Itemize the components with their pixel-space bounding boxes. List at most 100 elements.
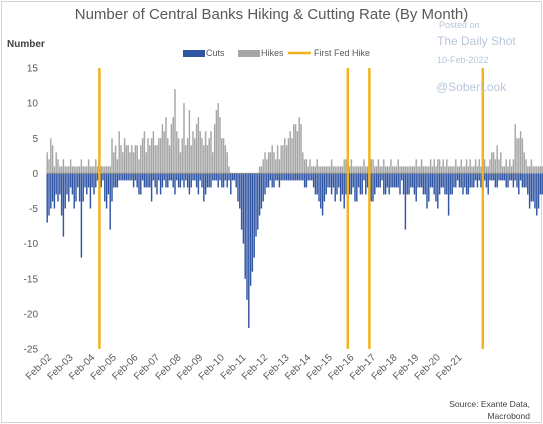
hikes-bar bbox=[51, 145, 54, 174]
hikes-bar bbox=[429, 159, 432, 174]
hikes-bar bbox=[195, 124, 198, 174]
cuts-bar bbox=[96, 173, 99, 181]
cuts-bar bbox=[264, 173, 266, 195]
cuts-bar bbox=[233, 173, 236, 181]
cuts-bar bbox=[95, 173, 97, 188]
hikes-bar bbox=[419, 166, 421, 174]
y-tick-label: -5 bbox=[29, 204, 38, 215]
hikes-bar bbox=[462, 166, 464, 174]
hikes-bar bbox=[453, 166, 455, 174]
cuts-bar bbox=[239, 173, 241, 209]
hikes-bar bbox=[213, 124, 216, 174]
hikes-bar bbox=[384, 166, 387, 174]
hikes-bar bbox=[473, 166, 475, 174]
cuts-bar bbox=[48, 173, 50, 216]
cuts-bar bbox=[393, 173, 396, 188]
hikes-bar bbox=[204, 131, 207, 174]
cuts-bar bbox=[336, 173, 338, 195]
cuts-bar bbox=[260, 173, 263, 209]
cuts-bar bbox=[161, 173, 164, 188]
hikes-bar bbox=[491, 152, 493, 174]
cuts-bar bbox=[419, 173, 421, 188]
hikes-bar bbox=[291, 138, 293, 174]
cuts-bar bbox=[480, 173, 482, 188]
y-tick-label: -20 bbox=[24, 309, 39, 320]
hikes-bar bbox=[476, 166, 479, 174]
hikes-bar bbox=[372, 159, 374, 174]
hikes-bar bbox=[401, 166, 403, 174]
hikes-bar bbox=[307, 166, 309, 174]
cuts-bar bbox=[235, 173, 237, 188]
hikes-bar bbox=[359, 166, 362, 174]
cuts-bar bbox=[258, 173, 261, 216]
hikes-bar bbox=[393, 166, 396, 174]
hikes-bar bbox=[338, 166, 340, 174]
cuts-bar bbox=[343, 173, 345, 209]
y-axis-label: Number bbox=[7, 39, 45, 50]
cuts-bar bbox=[359, 173, 362, 195]
cuts-bar bbox=[467, 173, 470, 195]
hikes-bar bbox=[530, 159, 533, 174]
cuts-bar bbox=[172, 173, 174, 188]
cuts-bar bbox=[221, 173, 223, 188]
cuts-bar bbox=[242, 173, 245, 244]
hikes-bar bbox=[172, 117, 174, 174]
cuts-bar bbox=[273, 173, 275, 188]
cuts-bar bbox=[509, 173, 511, 181]
cuts-bar bbox=[87, 173, 90, 188]
cuts-bar bbox=[255, 173, 257, 237]
cuts-bar bbox=[262, 173, 264, 202]
hikes-bar bbox=[156, 145, 158, 174]
cuts-bar bbox=[510, 173, 513, 181]
cuts-bar bbox=[411, 173, 414, 188]
legend-label: Cuts bbox=[206, 48, 225, 58]
cuts-bar bbox=[298, 173, 300, 181]
hikes-bar bbox=[278, 159, 281, 174]
hikes-bar bbox=[469, 159, 471, 174]
hikes-bar bbox=[300, 124, 302, 174]
hikes-bar bbox=[323, 166, 326, 174]
cuts-bar bbox=[440, 173, 443, 188]
hikes-bar bbox=[78, 166, 81, 174]
hikes-bar bbox=[262, 159, 264, 174]
cuts-bar bbox=[449, 173, 452, 195]
cuts-bar bbox=[59, 173, 61, 195]
hikes-bar bbox=[84, 166, 86, 174]
cuts-bar bbox=[170, 173, 173, 181]
hikes-bar bbox=[386, 166, 389, 174]
cuts-bar bbox=[334, 173, 336, 202]
hikes-bar bbox=[152, 131, 155, 174]
hikes-bar bbox=[267, 152, 270, 174]
legend-swatch bbox=[238, 50, 260, 57]
cuts-bar bbox=[408, 173, 410, 195]
hikes-bar bbox=[379, 166, 381, 174]
cuts-bar bbox=[487, 173, 489, 195]
hikes-bar bbox=[48, 159, 50, 174]
hikes-bar bbox=[330, 159, 333, 174]
hikes-bar bbox=[174, 89, 176, 174]
cuts-bar bbox=[532, 173, 534, 202]
cuts-bar bbox=[77, 173, 79, 188]
cuts-bar bbox=[69, 173, 72, 188]
cuts-bar bbox=[300, 173, 302, 181]
cuts-bar bbox=[455, 173, 457, 188]
hikes-bar bbox=[122, 152, 124, 174]
hikes-bar bbox=[404, 166, 407, 174]
cuts-bar bbox=[392, 173, 394, 188]
hikes-bar bbox=[217, 103, 219, 174]
cuts-bar bbox=[212, 173, 214, 181]
cuts-bar bbox=[230, 173, 232, 195]
hikes-bar bbox=[539, 166, 542, 174]
cuts-bar bbox=[305, 173, 308, 188]
cuts-bar bbox=[269, 173, 272, 181]
hikes-bar bbox=[381, 166, 383, 174]
cuts-bar bbox=[406, 173, 408, 195]
cuts-bar bbox=[228, 173, 230, 181]
cuts-bar bbox=[438, 173, 441, 195]
cuts-bar bbox=[365, 173, 367, 195]
hikes-bar bbox=[480, 166, 482, 174]
cuts-bar bbox=[291, 173, 293, 181]
cuts-bar bbox=[469, 173, 471, 188]
hikes-bar bbox=[104, 166, 106, 174]
